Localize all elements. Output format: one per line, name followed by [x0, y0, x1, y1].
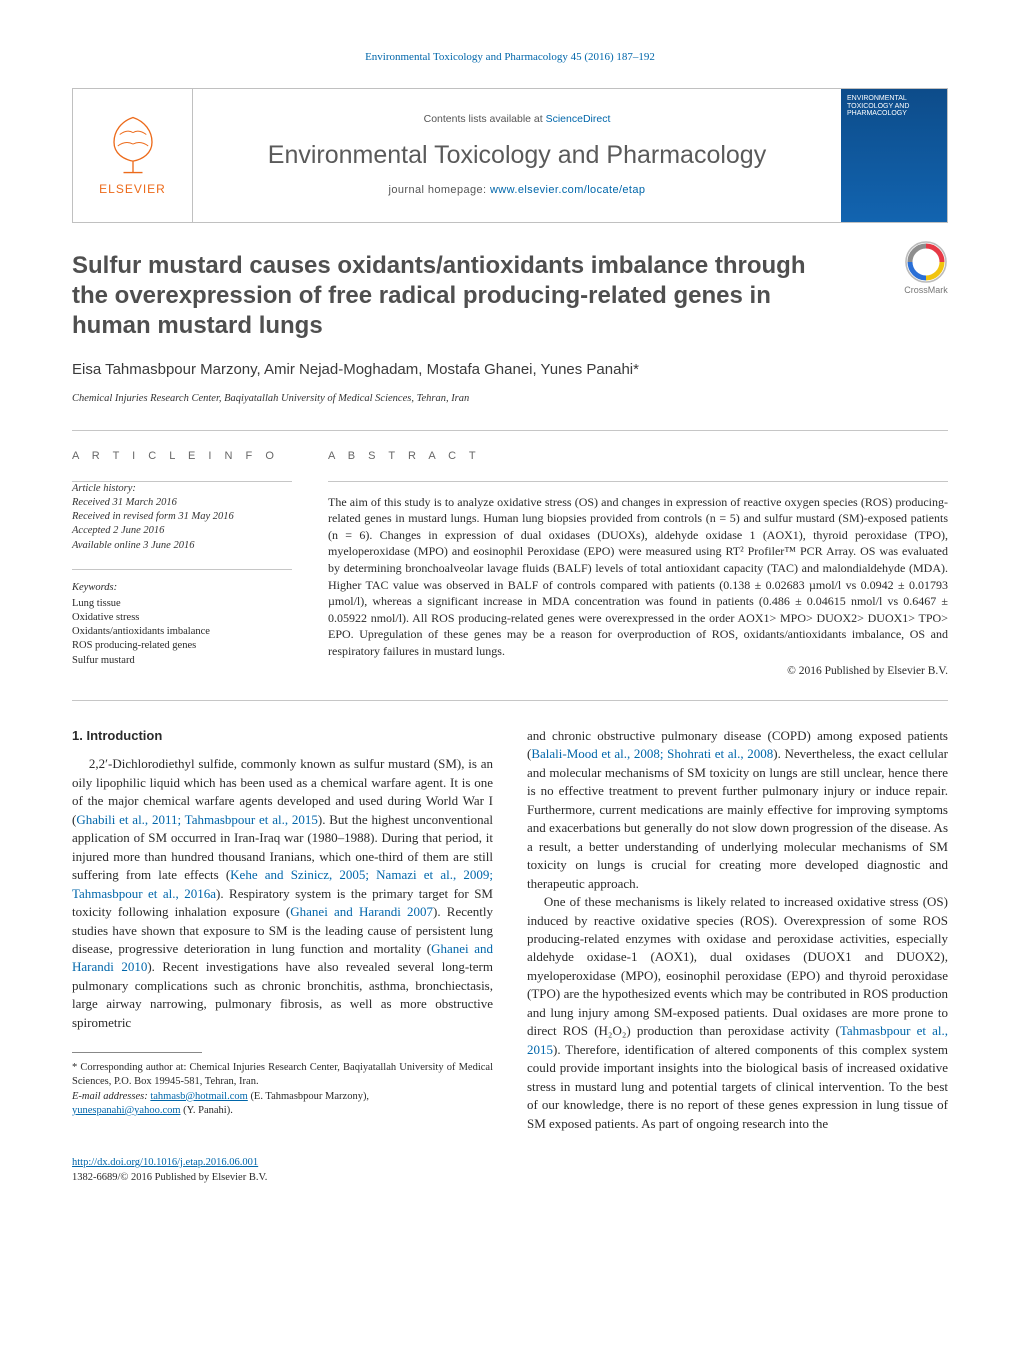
email-who: (E. Tahmasbpour Marzony), — [248, 1091, 369, 1102]
rule-bottom — [72, 700, 948, 701]
issn-line: 1382-6689/© 2016 Published by Elsevier B… — [72, 1172, 267, 1183]
keyword: Oxidants/antioxidants imbalance — [72, 625, 292, 639]
crossmark-icon — [904, 240, 948, 284]
history-revised: Received in revised form 31 May 2016 — [72, 510, 292, 524]
citation[interactable]: Balali-Mood et al., 2008; Shohrati et al… — [531, 746, 773, 761]
homepage-line: journal homepage: www.elsevier.com/locat… — [389, 183, 646, 199]
contents-line: Contents lists available at ScienceDirec… — [424, 112, 611, 127]
citation[interactable]: Ghabili et al., 2011; Tahmasbpour et al.… — [76, 812, 318, 827]
keywords-list: Lung tissue Oxidative stress Oxidants/an… — [72, 597, 292, 668]
journal-header: ELSEVIER Contents lists available at Sci… — [72, 88, 948, 223]
email-link[interactable]: tahmasb@hotmail.com — [150, 1091, 247, 1102]
elsevier-logo: ELSEVIER — [73, 89, 193, 222]
footer: http://dx.doi.org/10.1016/j.etap.2016.06… — [72, 1155, 948, 1185]
journal-center: Contents lists available at ScienceDirec… — [193, 89, 841, 222]
homepage-prefix: journal homepage: — [389, 184, 490, 196]
email-link[interactable]: yunespanahi@yahoo.com — [72, 1105, 181, 1116]
history-received: Received 31 March 2016 — [72, 496, 292, 510]
article-info: a r t i c l e i n f o Article history: R… — [72, 449, 292, 680]
keyword: ROS producing-related genes — [72, 639, 292, 653]
intro-heading: 1. Introduction — [72, 727, 493, 745]
running-head: Environmental Toxicology and Pharmacolog… — [72, 50, 948, 66]
citation[interactable]: Ghanei and Harandi 2007 — [290, 904, 433, 919]
keyword: Lung tissue — [72, 597, 292, 611]
info-heading: a r t i c l e i n f o — [72, 449, 292, 465]
crossmark-label: CrossMark — [904, 284, 948, 297]
abstract-heading: a b s t r a c t — [328, 449, 948, 465]
history-accepted: Accepted 2 June 2016 — [72, 524, 292, 538]
footnote-rule — [72, 1052, 202, 1053]
crossmark-badge[interactable]: CrossMark — [904, 240, 948, 297]
keyword: Oxidative stress — [72, 611, 292, 625]
homepage-link[interactable]: www.elsevier.com/locate/etap — [490, 184, 646, 196]
history-online: Available online 3 June 2016 — [72, 539, 292, 553]
keywords-label: Keywords: — [72, 580, 292, 595]
journal-title: Environmental Toxicology and Pharmacolog… — [268, 137, 766, 173]
doi-link[interactable]: http://dx.doi.org/10.1016/j.etap.2016.06… — [72, 1157, 258, 1168]
keyword: Sulfur mustard — [72, 654, 292, 668]
rule-top — [72, 430, 948, 431]
elsevier-tree-icon — [95, 113, 171, 177]
abstract-copyright: © 2016 Published by Elsevier B.V. — [328, 663, 948, 680]
body-para: One of these mechanisms is likely relate… — [527, 893, 948, 1133]
article-history: Article history: Received 31 March 2016 … — [72, 482, 292, 553]
body-text: ). Therefore, identification of altered … — [527, 1042, 948, 1131]
corresponding-author: * Corresponding author at: Chemical Inju… — [72, 1061, 493, 1089]
body-para: 2,2′-Dichlorodiethyl sulfide, commonly k… — [72, 755, 493, 1032]
history-label: Article history: — [72, 482, 292, 496]
article-title: Sulfur mustard causes oxidants/antioxida… — [72, 251, 832, 341]
cover-title: ENVIRONMENTAL TOXICOLOGY AND PHARMACOLOG… — [847, 95, 941, 118]
abstract-text: The aim of this study is to analyze oxid… — [328, 494, 948, 659]
email-label: E-mail addresses: — [72, 1091, 150, 1102]
email-who: (Y. Panahi). — [181, 1105, 233, 1116]
contents-text: Contents lists available at — [424, 113, 546, 125]
sciencedirect-link[interactable]: ScienceDirect — [546, 113, 611, 125]
body-text: ). Nevertheless, the exact cellular and … — [527, 746, 948, 890]
body-para: and chronic obstructive pulmonary diseas… — [527, 727, 948, 893]
elsevier-label: ELSEVIER — [99, 181, 166, 198]
abstract: a b s t r a c t The aim of this study is… — [328, 449, 948, 680]
authors: Eisa Tahmasbpour Marzony, Amir Nejad-Mog… — [72, 359, 948, 381]
footnote: * Corresponding author at: Chemical Inju… — [72, 1061, 493, 1118]
body-text: One of these mechanisms is likely relate… — [527, 894, 948, 1038]
journal-cover: ENVIRONMENTAL TOXICOLOGY AND PHARMACOLOG… — [841, 89, 947, 222]
affiliation: Chemical Injuries Research Center, Baqiy… — [72, 391, 948, 406]
body-columns: 1. Introduction 2,2′-Dichlorodiethyl sul… — [72, 727, 948, 1133]
